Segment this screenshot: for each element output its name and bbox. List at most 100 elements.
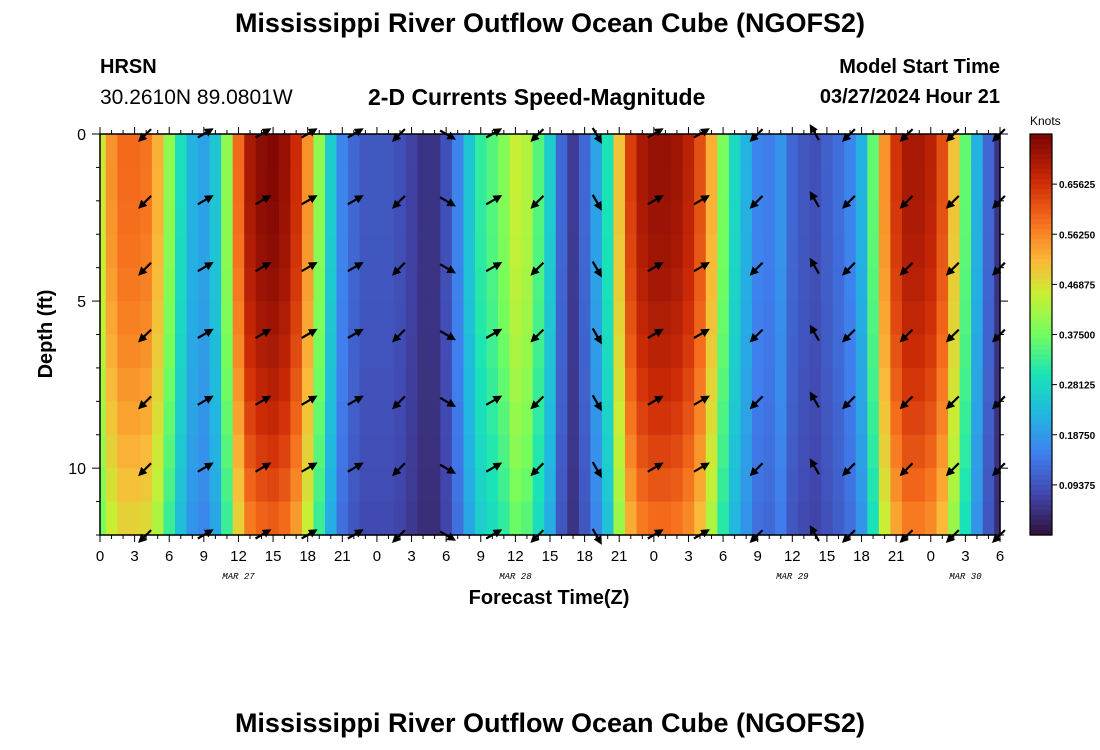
heatmap-cell <box>417 434 430 469</box>
heatmap-cell <box>671 167 684 202</box>
heatmap-cell <box>555 167 568 202</box>
heatmap-cell <box>267 468 280 503</box>
x-tick-label: 9 <box>200 548 208 565</box>
heatmap-cell <box>140 301 153 336</box>
heatmap-cell <box>832 234 845 269</box>
heatmap-cell <box>901 167 915 202</box>
heatmap-cell <box>740 501 753 536</box>
heatmap-cell <box>140 501 153 536</box>
heatmap-cell <box>336 200 349 235</box>
heatmap-cell <box>971 367 984 402</box>
heatmap-cell <box>359 167 372 202</box>
heatmap-cell <box>278 401 291 436</box>
heatmap-cell <box>313 267 326 302</box>
heatmap-cell <box>128 468 141 503</box>
heatmap-cell <box>763 167 776 202</box>
heatmap-cell <box>313 468 326 503</box>
heatmap-cell <box>221 434 234 469</box>
date-label: MAR 30 <box>949 572 982 582</box>
heatmap-cell <box>717 401 730 436</box>
heatmap-cell <box>982 134 995 169</box>
heatmap-cell <box>925 301 938 336</box>
current-vector-arrow <box>485 328 503 339</box>
heatmap-cell <box>717 134 730 169</box>
heatmap-cell <box>694 200 707 235</box>
heatmap-cell <box>867 401 880 436</box>
heatmap-cell <box>844 267 857 302</box>
heatmap-cell <box>290 134 303 169</box>
heatmap-cell <box>798 200 811 235</box>
heatmap-cell <box>786 367 799 402</box>
heatmap-cell <box>682 434 695 469</box>
heatmap-cell <box>832 434 845 469</box>
heatmap-cell <box>925 234 938 269</box>
heatmap-cell <box>151 367 165 402</box>
heatmap-cell <box>325 167 338 202</box>
current-vector-arrow <box>347 395 364 406</box>
heatmap-cell <box>105 234 118 269</box>
heatmap-cell <box>867 434 880 469</box>
heatmap-cell <box>809 134 822 169</box>
heatmap-cell <box>717 468 730 503</box>
current-vector-arrow <box>301 328 318 339</box>
heatmap-cell <box>590 234 603 269</box>
y-tick-label: 0 <box>77 127 86 144</box>
heatmap-cell <box>371 468 384 503</box>
heatmap-cell <box>417 234 430 269</box>
heatmap-cell <box>105 134 118 169</box>
heatmap-cell <box>855 267 868 302</box>
heatmap-cell <box>636 334 649 369</box>
current-vector-arrow <box>347 328 364 339</box>
heatmap-cell <box>994 501 1001 536</box>
heatmap-cell <box>809 267 822 302</box>
heatmap-cell <box>878 134 891 169</box>
x-tick-label: 0 <box>96 548 104 565</box>
heatmap-cell <box>475 401 488 436</box>
heatmap-cell <box>301 434 315 469</box>
heatmap-cell <box>855 468 868 503</box>
heatmap-cell <box>636 200 649 235</box>
heatmap-cell <box>786 468 799 503</box>
x-tick-label: 9 <box>754 548 762 565</box>
heatmap-cell <box>198 367 211 402</box>
heatmap-cell <box>913 167 926 202</box>
heatmap-cell <box>509 167 522 202</box>
heatmap-cell <box>844 468 857 503</box>
heatmap-cell <box>601 167 615 202</box>
heatmap-cell <box>486 267 499 302</box>
heatmap-cell <box>117 434 130 469</box>
heatmap-cell <box>982 434 995 469</box>
heatmap-cell <box>728 200 741 235</box>
heatmap-cell <box>901 401 915 436</box>
heatmap-cell <box>855 167 868 202</box>
current-vector-arrow <box>693 262 710 273</box>
heatmap-cell <box>705 401 718 436</box>
heatmap-cell <box>290 167 303 202</box>
heatmap-cell <box>925 134 938 169</box>
heatmap-cell <box>151 501 165 536</box>
heatmap-cell <box>198 501 211 536</box>
heatmap-cell <box>498 468 511 503</box>
heatmap-cell <box>671 301 684 336</box>
heatmap-cell <box>867 468 880 503</box>
current-vector-arrow <box>301 462 318 473</box>
heatmap-cell <box>163 167 176 202</box>
heatmap-cell <box>798 434 811 469</box>
heatmap-cell <box>982 267 995 302</box>
heatmap-cell <box>578 434 591 469</box>
x-tick-label: 3 <box>407 548 415 565</box>
heatmap-cell <box>209 434 222 469</box>
heatmap-cell <box>613 401 626 436</box>
heatmap-cell <box>532 334 545 369</box>
heatmap-cell <box>301 134 315 169</box>
heatmap-cell <box>325 200 338 235</box>
heatmap-cell <box>255 501 268 536</box>
heatmap-cell <box>555 434 568 469</box>
heatmap-cell <box>221 468 234 503</box>
heatmap-cell <box>740 234 753 269</box>
heatmap-cell <box>532 200 545 235</box>
heatmap-cell <box>555 401 568 436</box>
heatmap-cell <box>100 167 107 202</box>
heatmap-cell <box>371 434 384 469</box>
heatmap-cell <box>371 200 384 235</box>
